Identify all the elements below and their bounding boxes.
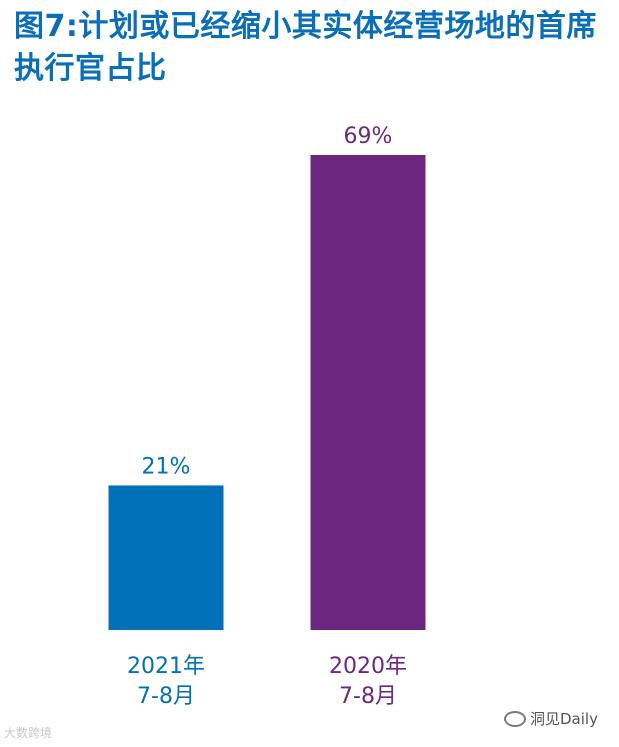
chart-title: 图7:计划或已经缩小其实体经营场地的首席执行官占比 xyxy=(14,9,597,86)
bar-1 xyxy=(310,155,426,630)
data-label-0: 21% xyxy=(142,454,191,479)
category-label-0-line-1: 7-8月 xyxy=(137,684,195,709)
watermark-right: 洞见Daily xyxy=(504,708,598,729)
category-label-1-line-0: 2020年 xyxy=(329,654,407,679)
category-label-0-line-0: 2021年 xyxy=(127,654,205,679)
watermark-right-label: 洞见Daily xyxy=(530,710,598,728)
wechat-icon xyxy=(504,710,526,727)
bar-0 xyxy=(108,485,224,630)
data-label-1: 69% xyxy=(344,124,393,149)
category-label-1-line-1: 7-8月 xyxy=(339,684,397,709)
watermark-left: 大数跨境 xyxy=(4,726,53,740)
